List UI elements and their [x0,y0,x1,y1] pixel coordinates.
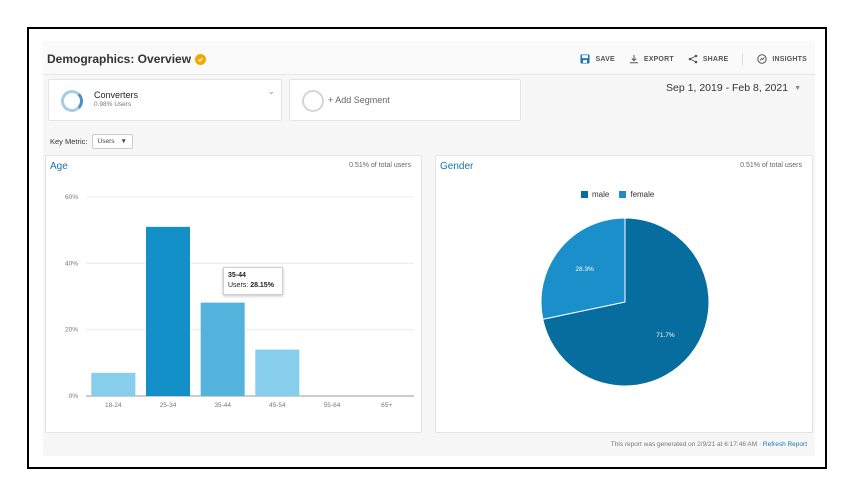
y-tick-label: 40% [65,260,78,267]
add-segment-label: + Add Segment [328,95,390,105]
save-icon [580,54,590,64]
bar-25-34[interactable] [146,226,190,396]
gender-legend: male female [581,190,654,199]
gender-pie-chart: 71.7% 28.3% [540,217,710,387]
key-metric-value: Users [97,138,115,145]
share-button[interactable]: SHARE [688,54,729,64]
pie-slice-female[interactable] [540,217,626,320]
download-icon [629,55,638,64]
x-tick-label: 45-54 [269,402,286,409]
key-metric-label: Key Metric: [50,137,88,146]
caret-down-icon: ▼ [120,138,127,145]
segment-converters[interactable]: Converters 0.98% Users ⌄ [48,79,282,121]
share-label: SHARE [702,55,729,63]
insights-icon [757,54,768,64]
x-tick-label: 55-64 [324,402,341,409]
page-title: Demographics: Overview [47,52,207,66]
export-button[interactable]: EXPORT [629,54,674,64]
age-card: Age 0.51% of total users 0% 20% 40% 60% 18-2… [45,155,422,433]
report-panel: Demographics: Overview SAVE EXPORT SHARE [43,41,815,456]
key-metric-control: Key Metric: Users ▼ [50,134,133,149]
gender-card-title[interactable]: Gender [440,161,474,172]
toolbar-divider [742,53,744,65]
legend-swatch-female [619,191,627,198]
segment-name: Converters [94,90,139,100]
chevron-down-icon[interactable]: ⌄ [267,86,275,96]
share-icon [688,54,698,64]
gender-card-share: 0.51% of total users [740,162,802,169]
gender-card: Gender 0.51% of total users male female … [435,155,813,433]
verified-badge-icon [195,53,207,65]
legend-label-female: female [630,190,655,199]
save-label: SAVE [595,55,615,63]
x-tick-label: 25-34 [160,402,177,409]
age-bar-chart: 0% 20% 40% 60% 18-24 25-34 35-44 45-54 55-64 65+ [65,194,414,409]
date-range-picker[interactable]: Sep 1, 2019 - Feb 8, 2021 ▼ [666,82,801,94]
report-footer: This report was generated on 2/9/21 at 6… [611,441,807,448]
legend-item-male[interactable]: male [581,190,609,199]
tooltip-category: 35-44 [228,272,246,279]
pie-label-male: 71.7% [656,332,675,339]
pie-label-female: 28.3% [575,266,594,273]
empty-segment-ring-icon [302,90,324,112]
tooltip-label: Users: [228,282,249,289]
insights-button[interactable]: INSIGHTS [757,54,807,64]
x-tick-label: 35-44 [214,402,231,409]
bar-18-24[interactable] [91,372,136,396]
bar-35-44[interactable] [200,302,245,396]
bar-45-54[interactable] [255,349,300,396]
refresh-report-link[interactable]: Refresh Report [762,441,807,448]
screenshot-frame: Demographics: Overview SAVE EXPORT SHARE [27,27,827,469]
tooltip-value: 28.15% [250,282,274,289]
legend-label-male: male [592,190,610,199]
page-title-text: Demographics: Overview [47,52,192,66]
caret-down-icon: ▼ [794,84,801,92]
save-button[interactable]: SAVE [580,54,615,64]
report-header: Demographics: Overview SAVE EXPORT SHARE [43,41,815,75]
add-segment-button[interactable]: + Add Segment [289,79,521,121]
legend-item-female[interactable]: female [619,190,654,199]
insights-label: INSIGHTS [772,55,807,63]
report-toolbar: SAVE EXPORT SHARE INSIGHTS [580,53,807,65]
export-label: EXPORT [643,55,674,63]
x-tick-label: 65+ [381,402,392,409]
segment-ring-icon [61,90,83,112]
y-tick-label: 20% [65,327,78,334]
footer-text: This report was generated on 2/9/21 at 6… [610,441,763,448]
date-range-text: Sep 1, 2019 - Feb 8, 2021 [666,82,789,94]
y-tick-label: 60% [65,194,78,201]
x-tick-label: 18-24 [105,402,122,409]
y-tick-label: 0% [69,393,79,400]
key-metric-select[interactable]: Users ▼ [91,134,133,149]
age-card-share: 0.51% of total users [349,162,411,169]
chart-tooltip: 35-44 Users: 28.15% [223,267,283,295]
legend-swatch-male [581,191,588,198]
pie-slice-male[interactable] [542,217,710,387]
age-card-title[interactable]: Age [50,161,68,172]
segment-subtitle: 0.98% Users [94,101,132,108]
